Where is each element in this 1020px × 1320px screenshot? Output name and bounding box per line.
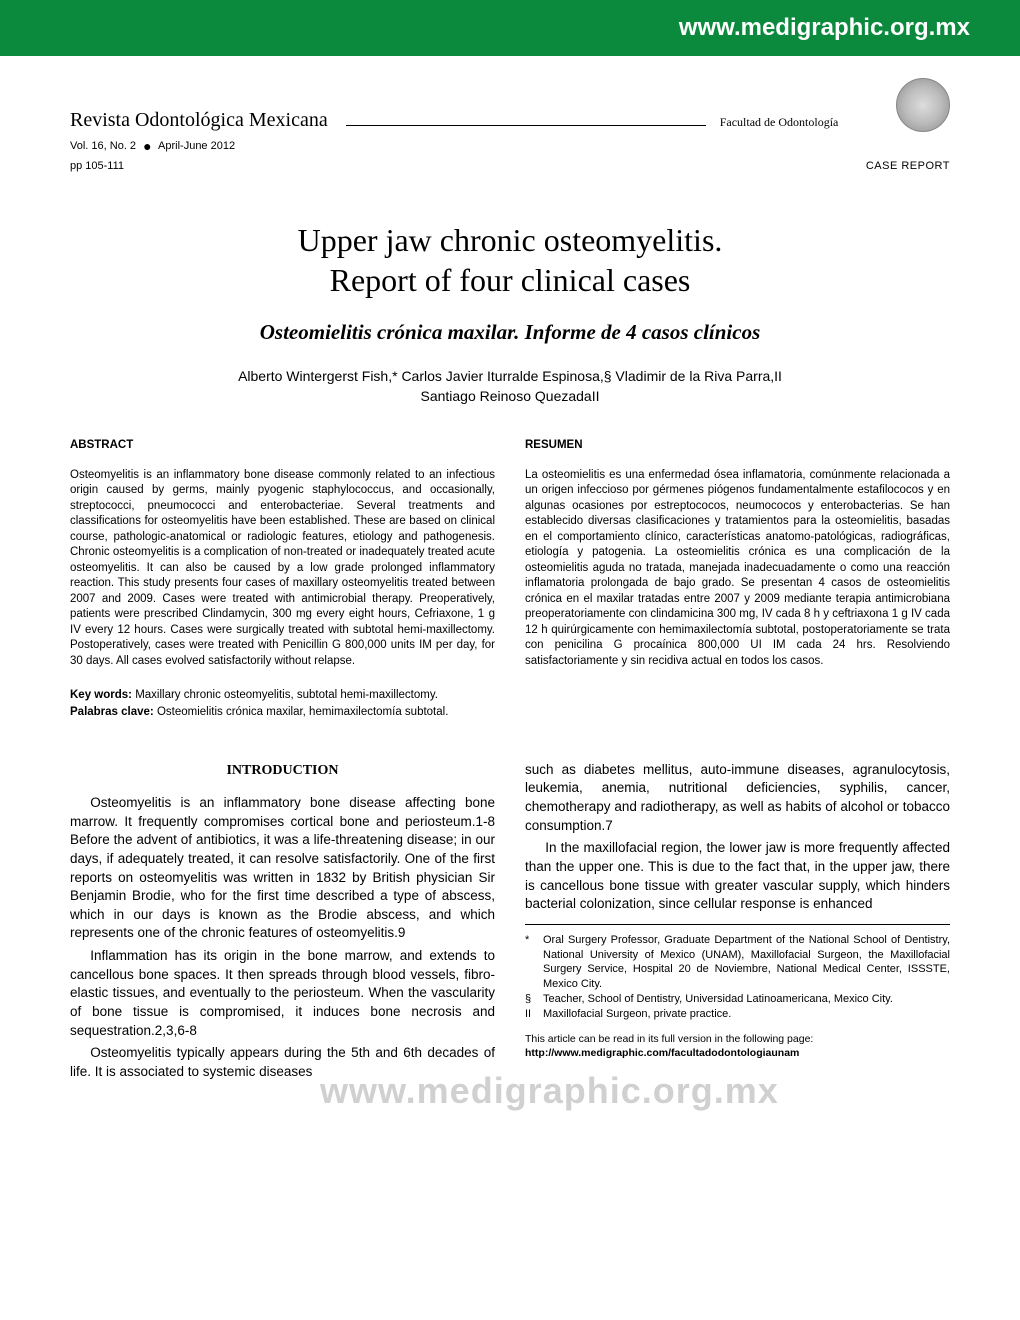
abstract-text-en: Osteomyelitis is an inflammatory bone di… xyxy=(70,468,495,670)
body-p3: Osteomyelitis typically appears during t… xyxy=(70,1044,495,1081)
article-subtitle: Osteomielitis crónica maxilar. Informe d… xyxy=(70,320,950,345)
footnote-rule xyxy=(525,924,950,925)
keywords-en-label: Key words: xyxy=(70,689,132,701)
page-content: Revista Odontológica Mexicana Facultad d… xyxy=(0,56,1020,1085)
footnote-3-sym: II xyxy=(525,1007,543,1022)
keywords-es-label: Palabras clave: xyxy=(70,706,154,718)
banner-url: www.medigraphic.org.mx xyxy=(679,14,970,42)
abstract-right: RESUMEN La osteomielitis es una enfermed… xyxy=(525,438,950,669)
authors: Alberto Wintergerst Fish,* Carlos Javier… xyxy=(70,367,950,406)
keywords-es-text: Osteomielitis crónica maxilar, hemimaxil… xyxy=(154,706,449,718)
header-rule xyxy=(346,125,706,126)
body-p2: Inflammation has its origin in the bone … xyxy=(70,947,495,1040)
footnote-2-text: Teacher, School of Dentistry, Universida… xyxy=(543,992,950,1007)
pages-row: pp 105-111 CASE REPORT xyxy=(70,160,950,172)
section-head-intro: INTRODUCTION xyxy=(70,761,495,780)
journal-left: Revista Odontológica Mexicana Facultad d… xyxy=(70,109,886,132)
title-block: Upper jaw chronic osteomyelitis. Report … xyxy=(70,220,950,406)
footer-link-url: http://www.medigraphic.com/facultadodont… xyxy=(525,1046,950,1060)
volume-row: Vol. 16, No. 2 ● April-June 2012 xyxy=(70,138,950,154)
footnote-1-text: Oral Surgery Professor, Graduate Departm… xyxy=(543,933,950,992)
body-left: INTRODUCTION Osteomyelitis is an inflamm… xyxy=(70,761,495,1086)
authors-line-1: Alberto Wintergerst Fish,* Carlos Javier… xyxy=(70,367,950,387)
footnote-2: § Teacher, School of Dentistry, Universi… xyxy=(525,992,950,1007)
abstract-head-es: RESUMEN xyxy=(525,438,950,454)
footnote-3: II Maxillofacial Surgeon, private practi… xyxy=(525,1007,950,1022)
journal-name: Revista Odontológica Mexicana xyxy=(70,109,328,132)
footer-link-block: This article can be read in its full ver… xyxy=(525,1032,950,1060)
body-right: such as diabetes mellitus, auto-immune d… xyxy=(525,761,950,1086)
footnote-1-sym: * xyxy=(525,933,543,992)
body-p5: In the maxillofacial region, the lower j… xyxy=(525,839,950,914)
volume: Vol. 16, No. 2 xyxy=(70,140,136,152)
footnotes: * Oral Surgery Professor, Graduate Depar… xyxy=(525,933,950,1060)
university-seal-icon xyxy=(896,78,950,132)
bullet-icon: ● xyxy=(139,138,155,154)
article-title-2: Report of four clinical cases xyxy=(70,260,950,300)
period: April-June 2012 xyxy=(158,140,235,152)
pages: pp 105-111 xyxy=(70,160,124,172)
abstract-text-es: La osteomielitis es una enfermedad ósea … xyxy=(525,468,950,670)
top-banner: www.medigraphic.org.mx xyxy=(0,0,1020,56)
body-p4: such as diabetes mellitus, auto-immune d… xyxy=(525,761,950,836)
faculty-name: Facultad de Odontología xyxy=(720,115,839,130)
keywords-es: Palabras clave: Osteomielitis crónica ma… xyxy=(70,704,950,721)
abstract-left: ABSTRACT Osteomyelitis is an inflammator… xyxy=(70,438,495,669)
footer-link-bold: http://www.medigraphic.com/facultadodont… xyxy=(525,1047,799,1059)
footnote-1: * Oral Surgery Professor, Graduate Depar… xyxy=(525,933,950,992)
footnote-2-sym: § xyxy=(525,992,543,1007)
footer-link-intro: This article can be read in its full ver… xyxy=(525,1032,950,1046)
keywords-block: Key words: Maxillary chronic osteomyelit… xyxy=(70,687,950,720)
body-columns: INTRODUCTION Osteomyelitis is an inflamm… xyxy=(70,761,950,1086)
authors-line-2: Santiago Reinoso QuezadaII xyxy=(70,387,950,407)
article-title-1: Upper jaw chronic osteomyelitis. xyxy=(70,220,950,260)
abstract-columns: ABSTRACT Osteomyelitis is an inflammator… xyxy=(70,438,950,669)
header-row: Revista Odontológica Mexicana Facultad d… xyxy=(70,98,950,132)
abstract-head-en: ABSTRACT xyxy=(70,438,495,454)
article-type: CASE REPORT xyxy=(866,160,950,172)
footnote-3-text: Maxillofacial Surgeon, private practice. xyxy=(543,1007,950,1022)
keywords-en-text: Maxillary chronic osteomyelitis, subtota… xyxy=(132,689,438,701)
body-p1: Osteomyelitis is an inflammatory bone di… xyxy=(70,794,495,943)
keywords-en: Key words: Maxillary chronic osteomyelit… xyxy=(70,687,950,704)
